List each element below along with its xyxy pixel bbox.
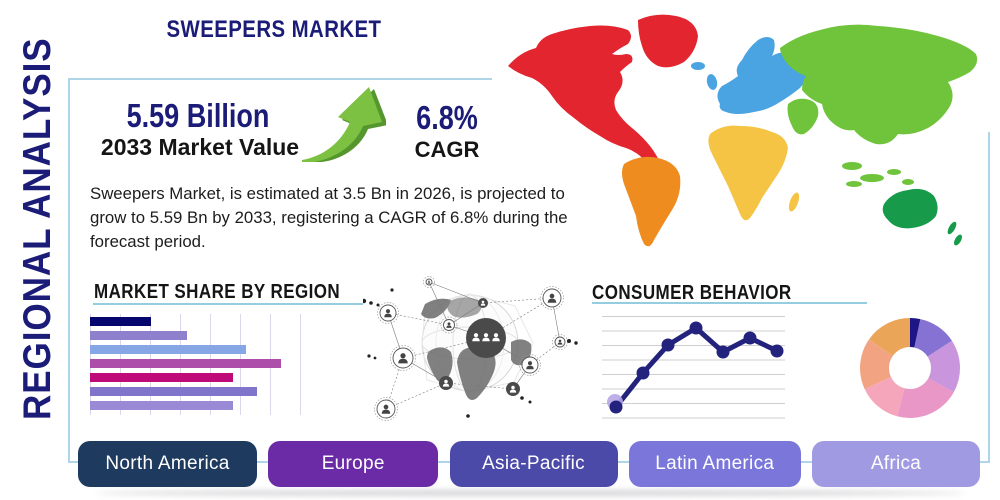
donut-chart (860, 318, 960, 418)
bar-7 (90, 401, 233, 410)
map-asia (780, 24, 978, 145)
world-map (508, 14, 978, 247)
globe-network-graphic (363, 276, 578, 421)
line-chart-title-underline (592, 302, 867, 304)
map-se-asia-islands (842, 162, 914, 187)
donut-slice-2 (914, 319, 952, 357)
donut-slice-3 (927, 340, 960, 393)
bar-chart-title: MARKET SHARE BY REGION (94, 281, 341, 303)
market-summary-text: Sweepers Market, is estimated at 3.5 Bn … (90, 184, 568, 251)
region-button-africa[interactable]: Africa (812, 441, 980, 487)
region-button-row: North America Europe Asia-Pacific Latin … (78, 441, 980, 487)
donut-slice-4 (897, 378, 954, 418)
bar-2 (90, 331, 187, 340)
cagr-number: 6.8% (416, 99, 478, 136)
map-australia (882, 188, 938, 229)
map-south-america (622, 156, 681, 247)
bar-5 (90, 373, 233, 382)
donut-slice-6 (860, 339, 893, 390)
map-north-america (508, 25, 662, 171)
donut-slice-5 (864, 376, 905, 417)
frame-top-line (68, 78, 492, 80)
page-title: SWEEPERS MARKET (166, 16, 382, 43)
region-button-latin-america[interactable]: Latin America (628, 441, 801, 487)
market-value-label: 2033 Market Value (100, 134, 300, 160)
map-africa (708, 125, 788, 221)
line-chart-title: CONSUMER BEHAVIOR (592, 282, 792, 304)
map-iceland (691, 62, 705, 70)
donut-slice-7 (869, 318, 910, 356)
map-japan (898, 89, 916, 123)
map-middle-east (787, 98, 819, 135)
region-button-north-america[interactable]: North America (78, 441, 257, 487)
region-button-europe[interactable]: Europe (268, 441, 439, 487)
bar-3 (90, 345, 246, 354)
cagr-label: CAGR (414, 137, 480, 162)
consumer-behavior-line-chart (607, 321, 784, 414)
bar-chart-bars (90, 317, 281, 415)
map-new-zealand (947, 221, 962, 246)
market-value-number: 5.59 Billion (126, 97, 270, 134)
bar-1 (90, 317, 151, 326)
button-row-shadow (95, 490, 965, 496)
side-label-regional-analysis: REGIONAL ANALYSIS (16, 37, 59, 420)
frame-left-line (68, 78, 70, 463)
region-button-asia-pacific[interactable]: Asia-Pacific (449, 441, 618, 487)
map-madagascar (788, 192, 800, 212)
map-greenland (638, 14, 698, 68)
bar-6 (90, 387, 257, 396)
growth-arrow-icon (302, 87, 386, 162)
frame-right-line (988, 132, 990, 463)
map-uk (706, 74, 718, 90)
bar-chart-title-underline (93, 303, 363, 305)
donut-slice-1 (910, 318, 921, 348)
bar-4 (90, 359, 281, 368)
